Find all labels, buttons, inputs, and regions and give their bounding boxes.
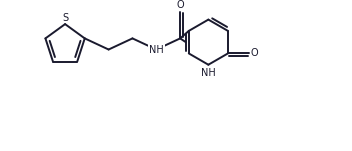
Text: O: O	[251, 48, 258, 58]
Text: O: O	[176, 0, 184, 10]
Text: S: S	[62, 13, 68, 23]
Text: NH: NH	[149, 45, 164, 55]
Text: NH: NH	[201, 67, 216, 77]
